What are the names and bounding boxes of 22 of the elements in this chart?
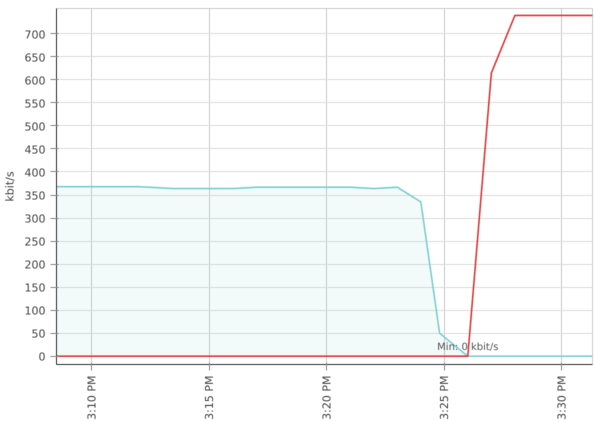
x-tick-label: 3:15 PM [202,375,216,420]
x-tick-label: 3:30 PM [555,375,568,420]
y-tick-label: 150 [24,282,46,295]
y-tick-label: 200 [24,258,46,272]
y-tick-label: 650 [24,51,46,64]
annotation: Min: 0 kbit/s [437,342,498,354]
y-tick-label: 350 [24,190,46,203]
y-tick-label: 100 [24,304,46,318]
y-tick-label: 700 [24,28,46,42]
y-tick-label: 50 [32,328,46,341]
y-tick-label: 450 [24,143,46,156]
y-tick-label: 300 [24,212,46,226]
y-tick-label: 250 [24,236,46,249]
y-tick-label: 400 [24,166,46,180]
x-tick-label: 3:20 PM [320,375,334,420]
x-tick-label: 3:10 PM [85,375,98,420]
y-tick-label: 600 [24,74,46,88]
x-tick-label: 3:25 PM [438,375,451,420]
y-tick-label: 500 [24,120,46,134]
y-axis-title: kbit/s [4,171,17,202]
y-tick-label: 550 [24,97,46,110]
y-tick-label: 0 [38,350,46,364]
